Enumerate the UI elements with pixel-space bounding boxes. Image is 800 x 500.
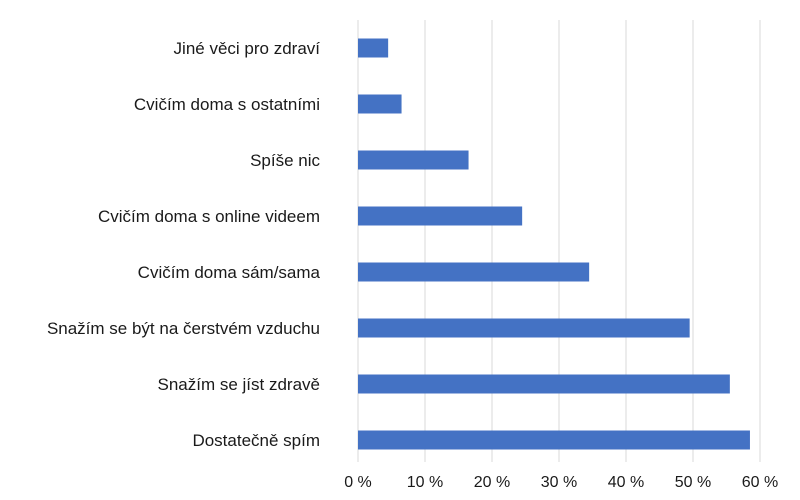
category-label: Cvičím doma s ostatními <box>134 95 320 114</box>
category-label: Dostatečně spím <box>192 431 320 450</box>
bar <box>358 206 523 226</box>
category-label: Jiné věci pro zdraví <box>174 39 321 58</box>
bar <box>358 150 469 170</box>
bar <box>358 38 389 58</box>
category-label: Cvičím doma sám/sama <box>138 263 321 282</box>
gridlines <box>357 20 761 462</box>
category-label: Snažím se být na čerstvém vzduchu <box>47 319 320 338</box>
x-tick-label: 50 % <box>675 474 711 491</box>
bar <box>358 262 590 282</box>
bars <box>358 38 750 450</box>
bar <box>358 374 730 394</box>
category-label: Spíše nic <box>250 151 320 170</box>
bar <box>358 318 690 338</box>
category-labels: Jiné věci pro zdraví Cvičím doma s ostatn… <box>47 39 321 450</box>
x-tick-label: 60 % <box>742 474 778 491</box>
x-tick-label: 40 % <box>608 474 644 491</box>
bar <box>358 94 402 114</box>
bar <box>358 430 750 450</box>
x-tick-label: 20 % <box>474 474 510 491</box>
x-tick-label: 10 % <box>407 474 443 491</box>
category-label: Snažím se jíst zdravě <box>157 375 320 394</box>
x-tick-labels: 0 % 10 % 20 % 30 % 40 % 50 % 60 % <box>344 474 778 491</box>
x-tick-label: 30 % <box>541 474 577 491</box>
category-label: Cvičím doma s online videem <box>98 207 320 226</box>
x-tick-label: 0 % <box>344 474 372 491</box>
